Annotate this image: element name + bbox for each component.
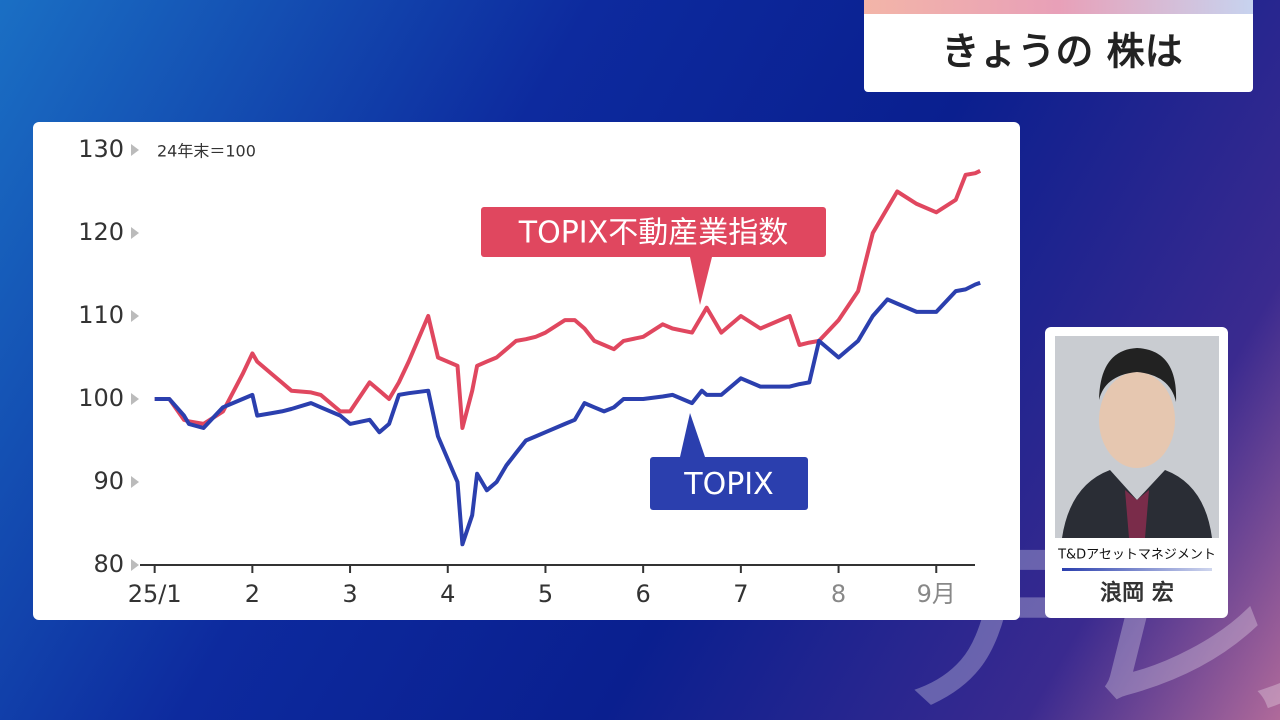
- y-tick-mark: [131, 227, 139, 239]
- y-tick-mark: [131, 476, 139, 488]
- x-tick-label: 3: [342, 580, 357, 608]
- x-tick-label: 5: [538, 580, 553, 608]
- x-tick-label: 4: [440, 580, 455, 608]
- callout-box: [481, 207, 826, 257]
- x-tick-label: 8: [831, 580, 846, 608]
- x-tick-label: 7: [733, 580, 748, 608]
- callout-pointer: [690, 257, 712, 305]
- y-tick-label: 80: [93, 550, 124, 578]
- y-tick-mark: [131, 310, 139, 322]
- x-tick-label: 6: [636, 580, 651, 608]
- guest-name: 浪岡 宏: [1100, 580, 1174, 606]
- y-tick-label: 100: [78, 384, 124, 412]
- y-tick-label: 110: [78, 301, 124, 329]
- callout-pointer: [680, 413, 705, 457]
- series-line: [154, 169, 982, 430]
- chart-panel: [33, 122, 1020, 620]
- guest-divider: [1062, 568, 1212, 571]
- y-tick-label: 130: [78, 135, 124, 163]
- header-title: きょうの 株は: [941, 30, 1182, 74]
- header-box: [864, 0, 1253, 92]
- callout-box: [650, 457, 808, 510]
- photo-face: [1099, 372, 1175, 468]
- x-tick-label: 25/1: [128, 580, 182, 608]
- legend-label: TOPIX不動産業指数: [518, 216, 788, 251]
- y-tick-mark: [131, 144, 139, 156]
- legend-label: TOPIX: [683, 467, 773, 502]
- y-tick-label: 120: [78, 218, 124, 246]
- y-tick-mark: [131, 393, 139, 405]
- header-strip: [864, 0, 1253, 14]
- photo-tie: [1125, 490, 1149, 538]
- guest-company: T&Dアセットマネジメント: [1057, 548, 1216, 563]
- photo-hair: [1099, 348, 1177, 402]
- x-tick-label: 9月: [917, 580, 956, 608]
- y-tick-label: 90: [93, 467, 124, 495]
- series-line: [154, 280, 981, 547]
- x-tick-label: 2: [245, 580, 260, 608]
- y-tick-mark: [131, 559, 139, 571]
- chart-subtitle: 24年末＝100: [157, 142, 256, 161]
